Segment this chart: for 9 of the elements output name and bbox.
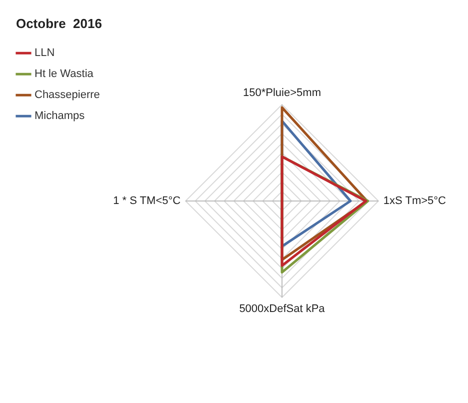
spoke-label: 150*Pluie>5mm: [243, 87, 321, 100]
chart-title: Octobre 2016: [16, 16, 102, 32]
legend-label: LLN: [34, 47, 55, 60]
spoke-label: 1xS Tm>5°C: [383, 195, 446, 208]
legend-label: Michamps: [34, 110, 86, 122]
legend-label: Chassepierre: [34, 89, 100, 102]
legend-label: Ht le Wastia: [34, 68, 94, 80]
spoke-label: 5000xDefSat kPa: [239, 303, 326, 316]
spoke-label: 1 * S TM<5°C: [113, 195, 181, 208]
